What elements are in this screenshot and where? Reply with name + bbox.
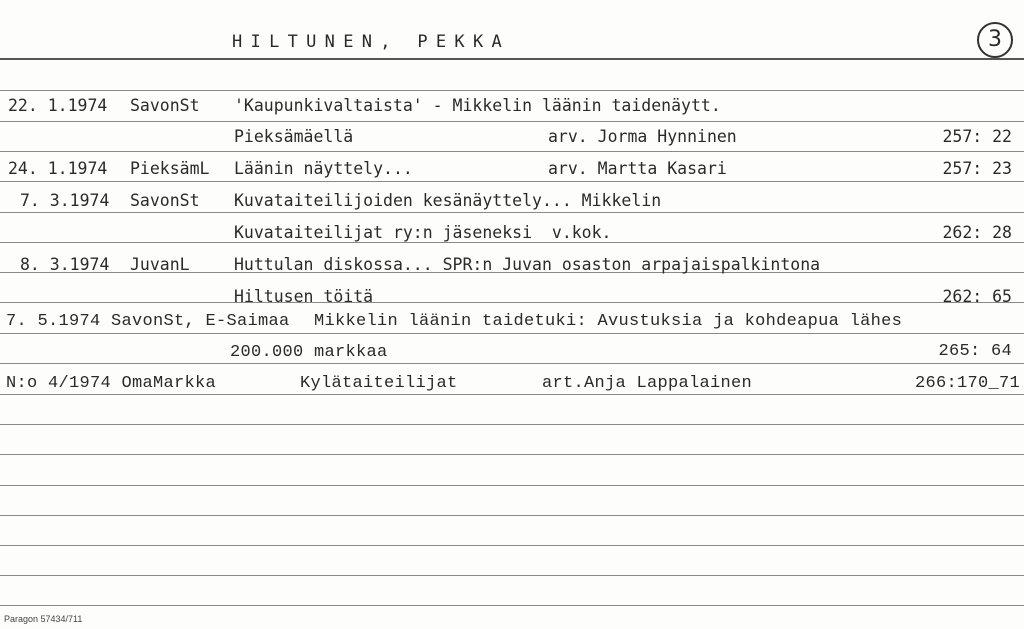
entry-source: PieksämL	[130, 159, 210, 178]
entry-date: 7. 3.1974	[20, 191, 110, 210]
entry-date-source: N:o 4/1974 OmaMarkka	[6, 374, 217, 393]
rule-line	[0, 58, 1024, 60]
rule-line	[0, 424, 1024, 425]
entry-text: Pieksämäellä	[234, 127, 354, 146]
rule-line	[0, 242, 1024, 243]
rule-line	[0, 454, 1024, 455]
entry-source: JuvanL	[130, 255, 190, 274]
entry-date: 8. 3.1974	[20, 255, 110, 274]
entry-ref: 257: 22	[942, 127, 1012, 146]
rule-line	[0, 485, 1024, 486]
entry-text: 200.000 markkaa	[230, 343, 388, 362]
rule-line	[0, 363, 1024, 364]
entry-reviewer: arv. Jorma Hynninen	[548, 127, 737, 146]
entry-source: SavonSt	[130, 96, 200, 115]
entry-text: Kuvataiteilijat ry:n jäseneksi v.kok.	[234, 223, 612, 242]
rule-line	[0, 575, 1024, 576]
entry-text: Hiltusen töitä	[234, 287, 374, 306]
rule-line	[0, 212, 1024, 213]
entry-text: Mikkelin läänin taidetuki: Avustuksia ja…	[314, 312, 903, 331]
entry-ref: 262: 65	[942, 287, 1012, 306]
rule-line	[0, 333, 1024, 334]
rule-line	[0, 545, 1024, 546]
rule-line	[0, 272, 1024, 273]
rule-line	[0, 151, 1024, 152]
entry-source: SavonSt	[130, 191, 200, 210]
entry-reviewer: arv. Martta Kasari	[548, 159, 727, 178]
entry-text: 'Kaupunkivaltaista' - Mikkelin läänin ta…	[234, 96, 721, 115]
card-title: HILTUNEN, PEKKA	[232, 32, 511, 52]
entry-ref: 257: 23	[942, 159, 1012, 178]
rule-line	[0, 302, 1024, 303]
entry-ref: 266:170_71	[914, 374, 1020, 393]
entry-reviewer: art.Anja Lappalainen	[542, 374, 753, 393]
entry-text: Läänin näyttely...	[234, 159, 413, 178]
entry-date: 24. 1.1974	[8, 159, 108, 178]
card-number-circle: 3	[977, 22, 1013, 58]
entry-ref: 262: 28	[942, 223, 1012, 242]
card-footer: Paragon 57434/711	[4, 614, 83, 624]
rule-line	[0, 605, 1024, 606]
rule-line	[0, 90, 1024, 91]
rule-line	[0, 121, 1024, 122]
entry-text: Kylätaiteilijat	[300, 374, 458, 393]
entry-ref: 265: 64	[938, 342, 1012, 361]
rule-line	[0, 181, 1024, 182]
entry-text: Huttulan diskossa... SPR:n Juvan osaston…	[234, 255, 821, 274]
rule-line	[0, 515, 1024, 516]
entry-date-source: 7. 5.1974 SavonSt, E-Saimaa	[6, 312, 290, 331]
rule-line	[0, 394, 1024, 395]
entry-text: Kuvataiteilijoiden kesänäyttely... Mikke…	[234, 191, 662, 210]
entry-date: 22. 1.1974	[8, 96, 108, 115]
